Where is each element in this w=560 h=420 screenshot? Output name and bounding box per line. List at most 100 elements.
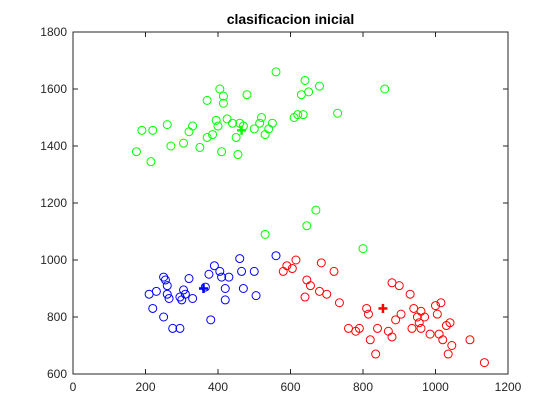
y-tick-label: 600	[47, 367, 67, 381]
data-point	[237, 266, 247, 276]
data-point	[255, 118, 265, 128]
data-point	[179, 285, 189, 295]
data-point	[215, 266, 225, 276]
data-point	[131, 147, 141, 157]
y-tick-label: 1200	[40, 196, 67, 210]
data-point	[160, 275, 170, 285]
data-point	[164, 293, 174, 303]
data-point	[162, 281, 172, 291]
data-point	[175, 323, 185, 333]
data-point	[287, 264, 297, 274]
data-point	[202, 132, 212, 142]
data-point	[208, 130, 218, 140]
x-tick-label: 1000	[422, 380, 449, 394]
data-point	[137, 125, 147, 135]
y-tick-label: 800	[47, 310, 67, 324]
data-point	[260, 229, 270, 239]
data-point	[304, 87, 314, 97]
data-point	[159, 312, 169, 322]
data-point	[184, 274, 194, 284]
data-point	[305, 281, 315, 291]
data-point	[188, 293, 198, 303]
data-point	[322, 289, 332, 299]
data-point	[267, 118, 277, 128]
x-tick-label: 0	[70, 380, 77, 394]
data-point	[220, 295, 230, 305]
data-point	[414, 318, 424, 328]
data-point	[220, 284, 230, 293]
data-point	[159, 272, 169, 282]
data-point	[228, 118, 237, 128]
data-point	[436, 298, 446, 308]
data-point	[175, 292, 185, 302]
data-point	[249, 124, 259, 134]
data-point	[218, 98, 228, 108]
data-point	[148, 125, 158, 135]
data-point	[242, 90, 252, 100]
data-point	[217, 272, 227, 282]
data-point	[316, 258, 326, 268]
data-point	[425, 329, 435, 339]
chart-title: clasificacion inicial	[227, 11, 355, 27]
data-point	[291, 255, 301, 265]
data-point	[162, 120, 172, 130]
data-point	[329, 266, 339, 276]
y-tick-label: 1600	[40, 82, 67, 96]
plot-area: 0 200 400 600 800 1000 1200 600 800 1000 1200 1400 1…	[40, 25, 521, 394]
data-point	[202, 95, 212, 105]
data-point	[362, 303, 372, 313]
data-point	[391, 315, 401, 325]
data-point	[443, 349, 453, 359]
data-point	[200, 282, 210, 292]
data-point	[334, 298, 344, 308]
data-point	[380, 84, 390, 94]
data-point	[218, 91, 228, 101]
data-point	[251, 291, 261, 301]
data-point	[387, 332, 397, 342]
x-tick-label: 600	[280, 380, 300, 394]
data-point	[371, 349, 381, 359]
data-point	[315, 81, 324, 91]
data-point	[211, 115, 221, 125]
data-point	[215, 84, 225, 94]
data-point	[407, 323, 417, 333]
data-point	[235, 254, 245, 264]
x-tick-label: 200	[135, 380, 155, 394]
data-point	[465, 335, 475, 345]
data-point	[431, 301, 440, 311]
data-point	[373, 323, 382, 333]
data-point	[365, 335, 375, 345]
data-point	[302, 221, 312, 231]
data-point	[168, 323, 178, 333]
data-point	[445, 318, 455, 328]
data-point	[293, 110, 303, 120]
data-point	[222, 114, 232, 124]
data-point	[479, 358, 489, 368]
data-point	[432, 309, 442, 319]
data-point	[394, 281, 404, 291]
data-point	[249, 266, 259, 276]
data-point	[438, 335, 448, 345]
data-point	[231, 132, 241, 142]
data-point	[271, 251, 281, 261]
data-point	[209, 261, 219, 271]
data-point	[148, 303, 158, 313]
data-point	[405, 289, 415, 299]
data-point	[311, 205, 321, 215]
data-point	[416, 323, 426, 333]
data-point	[233, 150, 243, 160]
data-point	[179, 138, 189, 148]
data-point	[146, 157, 156, 167]
data-point	[396, 309, 406, 319]
data-point	[257, 113, 266, 122]
x-tick-label: 400	[208, 380, 228, 394]
data-point	[217, 147, 227, 157]
data-point	[447, 341, 457, 350]
axes-box	[72, 31, 509, 375]
data-point	[151, 286, 161, 296]
data-point	[204, 269, 214, 279]
data-point	[358, 244, 368, 254]
data-point	[238, 284, 248, 293]
data-point	[166, 141, 176, 151]
